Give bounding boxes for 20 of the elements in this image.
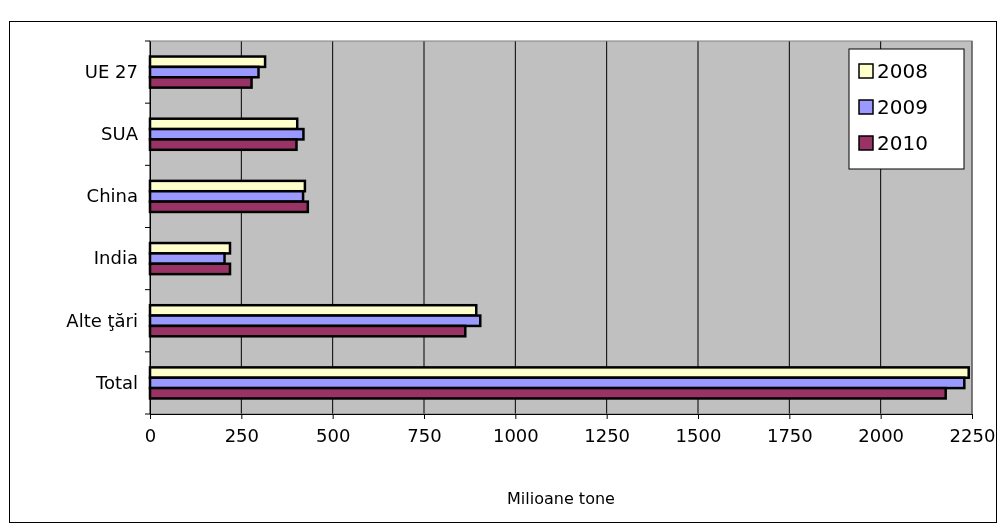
y-tick-label: Total	[94, 371, 138, 393]
x-tick-label: 500	[315, 424, 351, 446]
x-axis-title: Milioane tone	[507, 489, 615, 508]
x-tick-label: 1000	[492, 424, 539, 446]
y-tick-label: China	[86, 185, 138, 207]
x-tick-label: 0	[144, 424, 157, 446]
y-tick-label: Alte ţări	[66, 309, 138, 331]
legend-label: 2009	[877, 95, 928, 119]
legend-label: 2010	[877, 131, 928, 155]
legend-label: 2008	[877, 59, 928, 83]
y-tick-label: SUA	[101, 123, 139, 145]
x-tick-label: 1750	[766, 424, 813, 446]
x-tick-label: 1500	[675, 424, 722, 446]
x-tick-label: 250	[224, 424, 260, 446]
y-tick-label: UE 27	[84, 60, 138, 82]
x-tick-label: 2250	[949, 424, 996, 446]
y-tick-label: India	[93, 247, 138, 269]
x-tick-label: 750	[407, 424, 442, 446]
x-tick-label: 2000	[858, 424, 905, 446]
x-tick-label: 1250	[584, 424, 631, 446]
